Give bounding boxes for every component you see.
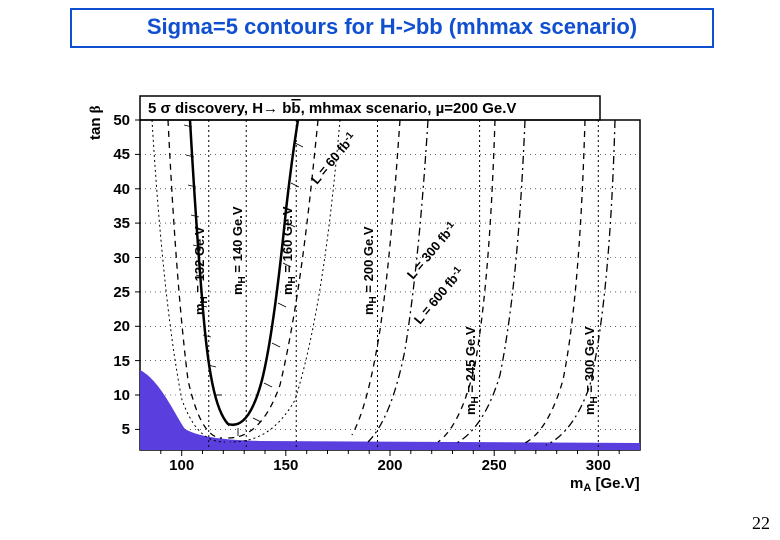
x-tick-250: 250: [482, 457, 507, 474]
svg-text:mH = 160 Ge.V: mH = 160 Ge.V: [280, 206, 298, 295]
y-tick-20: 20: [113, 318, 130, 335]
discovery-contour-chart: 5 σ discovery, H→ bb, mhmax scenario, µ=…: [80, 80, 680, 500]
svg-text:mH = 200 Ge.V: mH = 200 Ge.V: [361, 226, 379, 315]
excluded-region: [140, 370, 640, 450]
svg-text:L = 60 fb-1: L = 60 fb-1: [308, 130, 359, 187]
y-tick-35: 35: [113, 215, 130, 232]
slide-title: Sigma=5 contours for H->bb (mhmax scenar…: [70, 8, 714, 48]
y-tick-30: 30: [113, 250, 130, 267]
contour-300fb: [352, 120, 400, 435]
y-tick-50: 50: [113, 112, 130, 129]
x-tick-150: 150: [273, 457, 298, 474]
svg-text:mH = 300 Ge.V: mH = 300 Ge.V: [582, 326, 600, 415]
x-tick-100: 100: [169, 457, 194, 474]
y-tick-5: 5: [122, 421, 130, 438]
axes-frame: [140, 120, 640, 450]
chart-caption-text: 5 σ discovery, H→ bb, mhmax scenario, µ=…: [148, 100, 516, 117]
y-tick-15: 15: [113, 353, 130, 370]
x-tick-300: 300: [586, 457, 611, 474]
x-tick-200: 200: [377, 457, 402, 474]
x-axis-ticks: 100 150 200 250 300: [161, 450, 619, 474]
svg-text:mH = 140 Ge.V: mH = 140 Ge.V: [230, 206, 248, 295]
svg-text:mH = 132 Ge.V: mH = 132 Ge.V: [192, 226, 210, 315]
x-axis-label: mA [Ge.V]: [570, 475, 640, 494]
y-axis-label: tan β: [87, 105, 104, 140]
y-tick-25: 25: [113, 284, 130, 301]
y-tick-10: 10: [113, 387, 130, 404]
page-number: 22: [752, 513, 770, 534]
mh-labels: mH = 132 Ge.V mH = 140 Ge.V mH = 160 Ge.…: [192, 206, 600, 415]
lumi-labels: L = 60 fb-1 L = 300 fb-1 L = 600 fb-1: [308, 130, 467, 327]
y-tick-40: 40: [113, 181, 130, 198]
y-tick-45: 45: [113, 146, 130, 163]
svg-text:mH = 245 Ge.V: mH = 245 Ge.V: [463, 326, 481, 415]
contour-far-b: [546, 120, 615, 445]
contour-far-a: [523, 120, 585, 444]
mh-iso-lines: [209, 120, 599, 450]
